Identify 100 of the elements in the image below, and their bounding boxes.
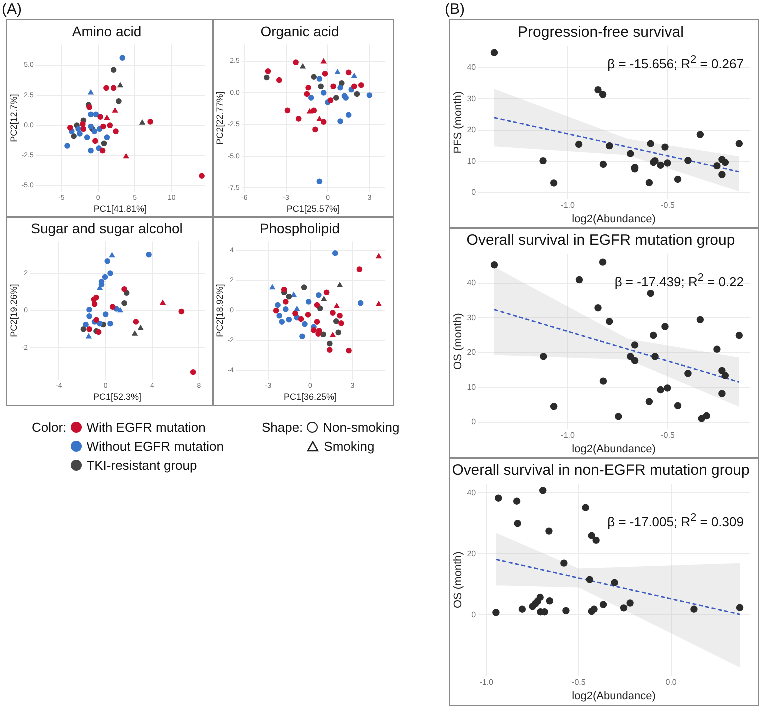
point (100, 124, 106, 130)
point (264, 74, 270, 81)
point (338, 118, 344, 124)
text: (A) (2, 1, 22, 18)
point (358, 82, 364, 88)
point (646, 179, 654, 187)
point (286, 294, 292, 300)
point (110, 67, 117, 74)
chart-title: Sugar and sugar alcohol (31, 220, 183, 236)
point (718, 390, 726, 398)
point (320, 58, 327, 64)
point (592, 536, 600, 544)
point (599, 258, 607, 266)
x-tick-label: -1.0 (561, 431, 576, 440)
point (650, 332, 658, 340)
point (122, 286, 128, 292)
point (311, 108, 318, 114)
point (652, 353, 659, 360)
point (333, 318, 340, 324)
y-tick-label: 30 (467, 313, 477, 322)
annotation: β = -17.439; R$^{2}$ = 0.22 (614, 272, 744, 290)
point (306, 108, 314, 114)
point (88, 89, 94, 95)
point (333, 95, 340, 101)
point (328, 98, 334, 104)
point (351, 72, 358, 78)
point (575, 140, 583, 148)
point (346, 112, 352, 118)
point (107, 122, 114, 128)
point (316, 292, 322, 298)
point (674, 402, 682, 410)
point (300, 63, 306, 69)
y-axis-title: PC2[12.7%] (8, 94, 19, 142)
point (664, 384, 672, 392)
point (92, 138, 98, 144)
point (110, 85, 117, 92)
point (352, 84, 358, 90)
point (594, 304, 602, 312)
point (300, 334, 306, 340)
y-tick-label: 20 (467, 549, 477, 558)
y-axis-title: OS (month) (452, 552, 465, 609)
point (600, 601, 608, 608)
point (647, 140, 654, 148)
point (611, 579, 618, 586)
point (298, 316, 304, 322)
point (101, 140, 108, 147)
point (696, 131, 704, 138)
point (104, 114, 110, 120)
point (68, 125, 74, 131)
point (736, 140, 744, 148)
point (283, 306, 289, 312)
point (576, 276, 584, 284)
point (102, 274, 108, 280)
point (546, 528, 553, 535)
point (320, 90, 327, 96)
x-axis-title: PC1[52.3%] (93, 392, 142, 402)
point (306, 299, 312, 305)
point (113, 128, 119, 134)
point (327, 347, 333, 353)
point (104, 134, 110, 140)
x-tick-label: -1.0 (480, 678, 494, 688)
point (269, 284, 276, 290)
point (684, 157, 692, 164)
point (88, 124, 94, 130)
point (305, 312, 312, 318)
point (513, 498, 521, 505)
point (311, 74, 318, 80)
point (110, 304, 116, 310)
point (293, 60, 299, 66)
point (138, 324, 144, 330)
point (722, 372, 730, 380)
point (97, 320, 103, 327)
point (312, 126, 318, 133)
point (92, 128, 98, 134)
point (84, 134, 90, 140)
point (514, 520, 522, 528)
point (562, 607, 570, 615)
point (100, 148, 106, 154)
point (318, 84, 324, 90)
point (662, 323, 669, 330)
point (703, 412, 710, 420)
point (102, 312, 109, 318)
point (358, 300, 364, 306)
point (308, 95, 314, 101)
y-axis-title: PC2[18.92%] (214, 284, 225, 338)
y-tick-label: 10 (467, 156, 477, 166)
point (71, 133, 77, 140)
point (336, 330, 342, 336)
point (276, 313, 282, 319)
point (330, 332, 336, 338)
point (714, 346, 721, 354)
text: (B) (445, 1, 465, 18)
point (588, 532, 596, 540)
point (284, 108, 291, 114)
x-tick-label: 0.0 (666, 678, 678, 688)
point (736, 332, 744, 340)
point (148, 119, 154, 125)
point (627, 150, 634, 158)
point (83, 322, 89, 328)
y-tick-label: 0 (472, 610, 477, 620)
